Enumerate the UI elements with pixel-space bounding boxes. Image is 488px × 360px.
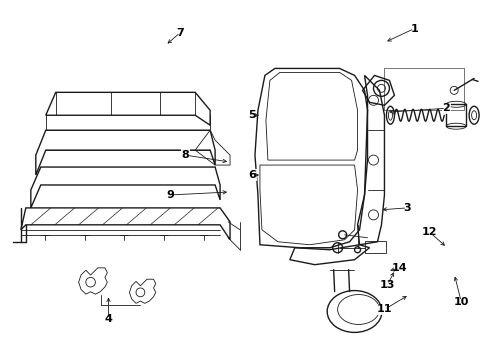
Text: 5: 5: [247, 110, 255, 120]
Text: 10: 10: [452, 297, 468, 306]
Text: 9: 9: [166, 190, 174, 200]
Text: 1: 1: [409, 24, 417, 33]
Text: 14: 14: [391, 263, 407, 273]
Text: 12: 12: [421, 227, 436, 237]
Text: 3: 3: [403, 203, 410, 213]
Text: 4: 4: [104, 314, 112, 324]
Text: 7: 7: [176, 28, 184, 37]
Bar: [384, 68, 463, 110]
Bar: [364, 241, 386, 253]
Text: 13: 13: [379, 280, 394, 289]
Bar: [446, 104, 465, 126]
Text: 8: 8: [181, 150, 189, 160]
Text: 6: 6: [247, 170, 255, 180]
Text: 2: 2: [442, 103, 449, 113]
Text: 11: 11: [376, 305, 391, 315]
